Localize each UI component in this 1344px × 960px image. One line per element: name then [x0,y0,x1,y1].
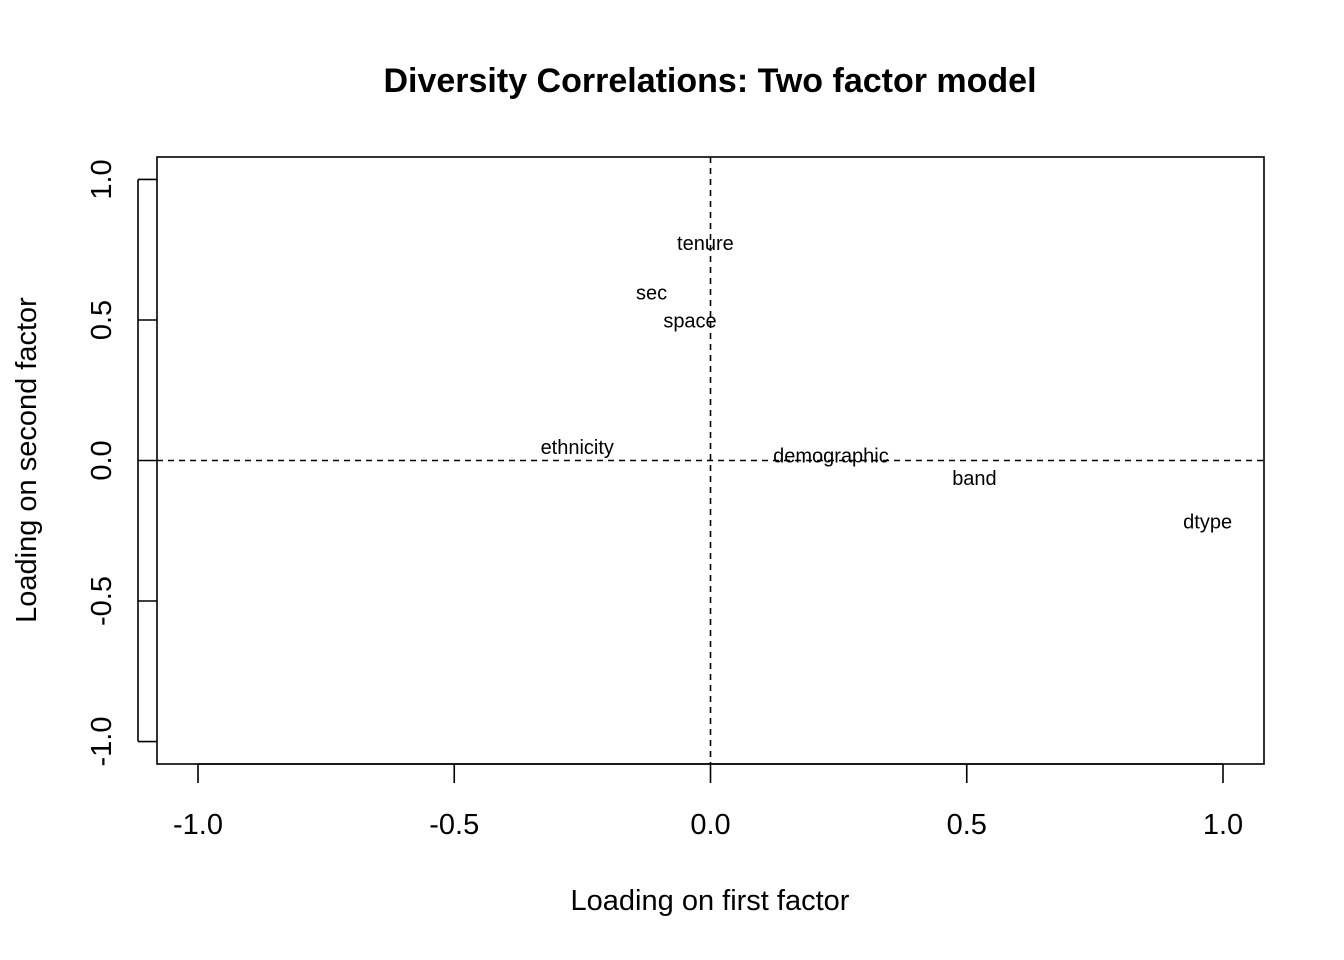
y-tick-label: 1.0 [86,159,118,199]
y-axis: -1.0 -0.5 0.0 0.5 1.0 [86,159,157,767]
y-axis-label: Loading on second factor [11,297,43,623]
point-labels: tenure sec space ethnicity demographic band dt… [541,233,1233,533]
x-tick-label: 0.0 [690,809,730,841]
x-axis: -1.0 -0.5 0.0 0.5 1.0 [173,763,1243,841]
x-tick-label: -0.5 [429,809,479,841]
point-label: dtype [1183,511,1232,533]
x-tick-label: 1.0 [1203,809,1243,841]
chart-title: Diversity Correlations: Two factor model [383,62,1036,100]
point-label: tenure [677,233,734,255]
point-label: ethnicity [541,437,614,459]
point-label: demographic [773,445,889,467]
y-tick-label: -1.0 [86,717,118,767]
x-tick-label: 0.5 [947,809,987,841]
x-axis-label: Loading on first factor [571,885,850,917]
point-label: sec [636,282,667,304]
x-tick-label: -1.0 [173,809,223,841]
point-label: space [663,310,716,332]
y-tick-label: 0.0 [86,440,118,480]
point-label: band [952,468,997,490]
reference-lines [157,157,1264,764]
y-tick-label: -0.5 [86,576,118,626]
y-tick-label: 0.5 [86,300,118,340]
